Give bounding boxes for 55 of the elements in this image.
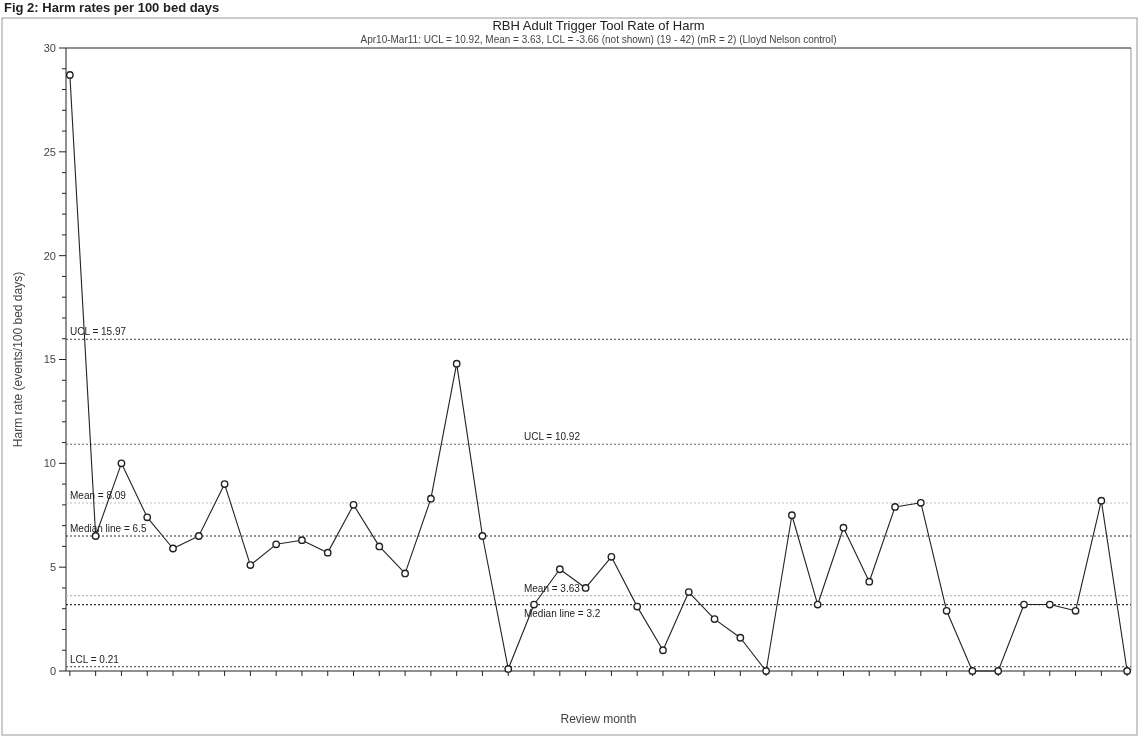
- y-tick-label: 0: [49, 664, 56, 677]
- point: [323, 548, 332, 557]
- point: [220, 480, 229, 488]
- point: [736, 633, 745, 642]
- point: [684, 588, 693, 596]
- point: [633, 602, 642, 611]
- point: [504, 665, 513, 673]
- point: [1071, 606, 1080, 615]
- point: [839, 523, 848, 532]
- ref-line-label: UCL = 10.92: [523, 431, 581, 443]
- point: [788, 511, 796, 520]
- point: [865, 577, 874, 586]
- y-tick-label: 25: [43, 145, 56, 158]
- chart-title: RBH Adult Trigger Tool Rate of Harm: [492, 18, 705, 33]
- point: [607, 552, 616, 561]
- point: [813, 600, 822, 609]
- point: [272, 540, 281, 549]
- chart-subtitle: Apr10-Mar11: UCL = 10.92, Mean = 3.63, LCL = -3.66 (not shown) (19 - 42) (mR = 2) (Lloyd Nelson control): [360, 34, 837, 45]
- point: [65, 71, 74, 79]
- point: [659, 646, 667, 655]
- point: [401, 569, 409, 578]
- y-tick-label: 20: [43, 249, 56, 262]
- point: [117, 459, 126, 468]
- point: [298, 536, 306, 545]
- y-axis-title: Harm rate (events/100 bed days): [11, 271, 25, 448]
- point: [994, 667, 1003, 675]
- point: [968, 667, 977, 675]
- point: [349, 500, 358, 509]
- y-tick-label: 30: [43, 41, 56, 54]
- point: [426, 494, 435, 503]
- point: [581, 584, 590, 592]
- y-tick-label: 5: [49, 561, 56, 574]
- point: [452, 359, 461, 368]
- point: [916, 498, 925, 507]
- point: [555, 565, 564, 574]
- point: [91, 532, 100, 540]
- point: [169, 544, 177, 553]
- point: [478, 532, 487, 540]
- point: [246, 561, 255, 569]
- point: [143, 513, 152, 522]
- point: [710, 615, 719, 623]
- point: [762, 667, 771, 675]
- point: [942, 606, 951, 615]
- point: [530, 600, 538, 609]
- y-tick-label: 15: [43, 353, 56, 366]
- point: [1020, 600, 1028, 609]
- point: [375, 542, 384, 551]
- y-tick-label: 10: [43, 457, 56, 470]
- point: [891, 503, 899, 511]
- ref-line-label: LCL = 0.21: [70, 653, 120, 665]
- point: [194, 532, 203, 540]
- point: [1097, 496, 1106, 505]
- caption: Fig 2: Harm rates per 100 bed days: [4, 0, 220, 15]
- point: [1045, 600, 1054, 609]
- x-axis-title: Review month: [560, 712, 637, 726]
